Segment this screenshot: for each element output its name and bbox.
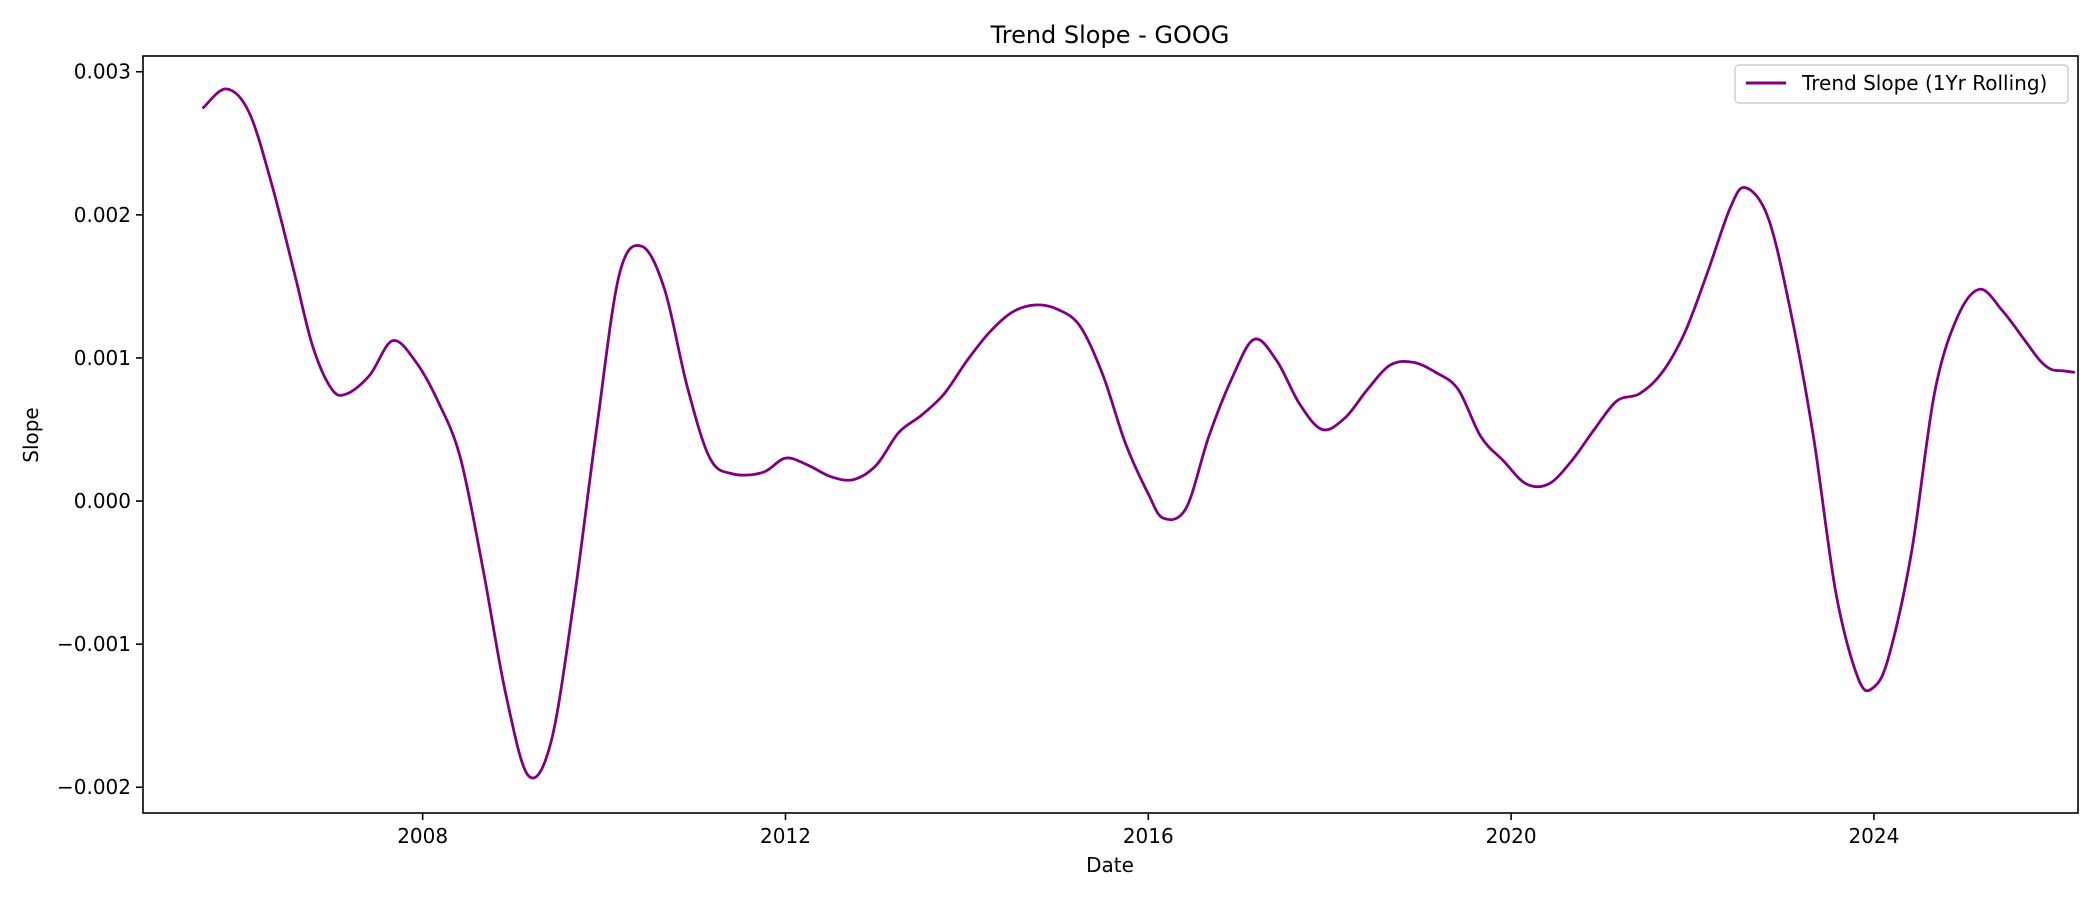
y-axis: 0.003 0.002 0.001 0.000 −0.001 −0.002 (57, 60, 143, 799)
y-tick-label: −0.002 (57, 775, 131, 799)
plot-frame (142, 55, 2079, 814)
y-tick-label: −0.001 (57, 632, 131, 656)
x-axis: 2008 2012 2016 2020 2024 (397, 813, 1899, 848)
legend-entry-label: Trend Slope (1Yr Rolling) (1801, 71, 2047, 95)
series-line-trend-slope (202, 87, 2076, 780)
chart-title: Trend Slope - GOOG (990, 21, 1230, 49)
x-tick-label: 2020 (1486, 824, 1537, 848)
y-tick-label: 0.000 (74, 489, 131, 513)
x-tick-label: 2016 (1123, 824, 1174, 848)
legend: Trend Slope (1Yr Rolling) (1734, 64, 2069, 104)
series-layer (202, 87, 2076, 780)
x-axis-title: Date (1086, 853, 1134, 877)
y-axis-title: Slope (19, 407, 43, 463)
plot-area (142, 55, 2079, 814)
x-tick-label: 2008 (397, 824, 448, 848)
y-tick-label: 0.002 (74, 203, 131, 227)
legend-box (1734, 64, 2069, 104)
y-tick-label: 0.001 (74, 346, 131, 370)
y-tick-label: 0.003 (74, 60, 131, 84)
x-tick-label: 2024 (1848, 824, 1899, 848)
x-tick-label: 2012 (760, 824, 811, 848)
